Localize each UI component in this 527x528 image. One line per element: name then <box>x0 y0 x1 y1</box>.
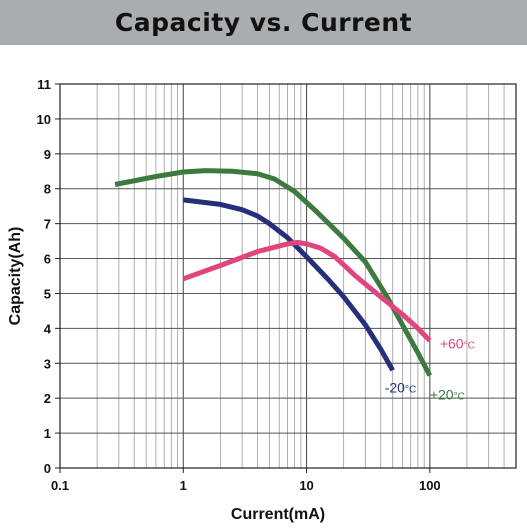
series-line-20c <box>114 168 433 377</box>
chart-title: Capacity vs. Current <box>114 8 413 37</box>
series-line-60c <box>182 240 432 343</box>
y-tick-label: 10 <box>37 112 51 127</box>
y-axis-label: Capacity(Ah) <box>7 227 24 326</box>
x-tick-label: 0.1 <box>51 478 69 493</box>
series-annotation: -20°C <box>385 379 416 395</box>
y-tick-label: 2 <box>44 391 51 406</box>
series-lines <box>114 168 433 377</box>
chart-title-bar: Capacity vs. Current <box>0 0 527 45</box>
x-tick-label: 1 <box>180 478 187 493</box>
x-tick-label: 10 <box>299 478 313 493</box>
series-annotations: +60°C -20°C +20°C <box>385 336 475 403</box>
y-tick-label: 3 <box>44 356 51 371</box>
tick-labels: 0 1 2 3 4 5 6 7 8 9 10 11 0.1 1 10 100 <box>37 77 441 493</box>
y-tick-label: 6 <box>44 252 51 267</box>
y-tick-label: 1 <box>44 426 51 441</box>
y-tick-label: 5 <box>44 286 51 301</box>
y-tick-label: 4 <box>44 321 52 336</box>
grid <box>60 84 516 468</box>
y-tick-label: 9 <box>44 147 51 162</box>
y-tick-label: 7 <box>44 217 51 232</box>
series-annotation: +20°C <box>430 386 465 402</box>
y-tick-label: 8 <box>44 182 51 197</box>
y-tick-label: 11 <box>37 77 51 92</box>
x-axis-label: Current(mA) <box>231 506 325 523</box>
series-line-20c <box>182 197 395 372</box>
y-tick-label: 0 <box>44 461 51 476</box>
plot-area-frame <box>59 83 517 469</box>
x-tick-label: 100 <box>419 478 441 493</box>
series-annotation: +60°C <box>440 336 475 352</box>
